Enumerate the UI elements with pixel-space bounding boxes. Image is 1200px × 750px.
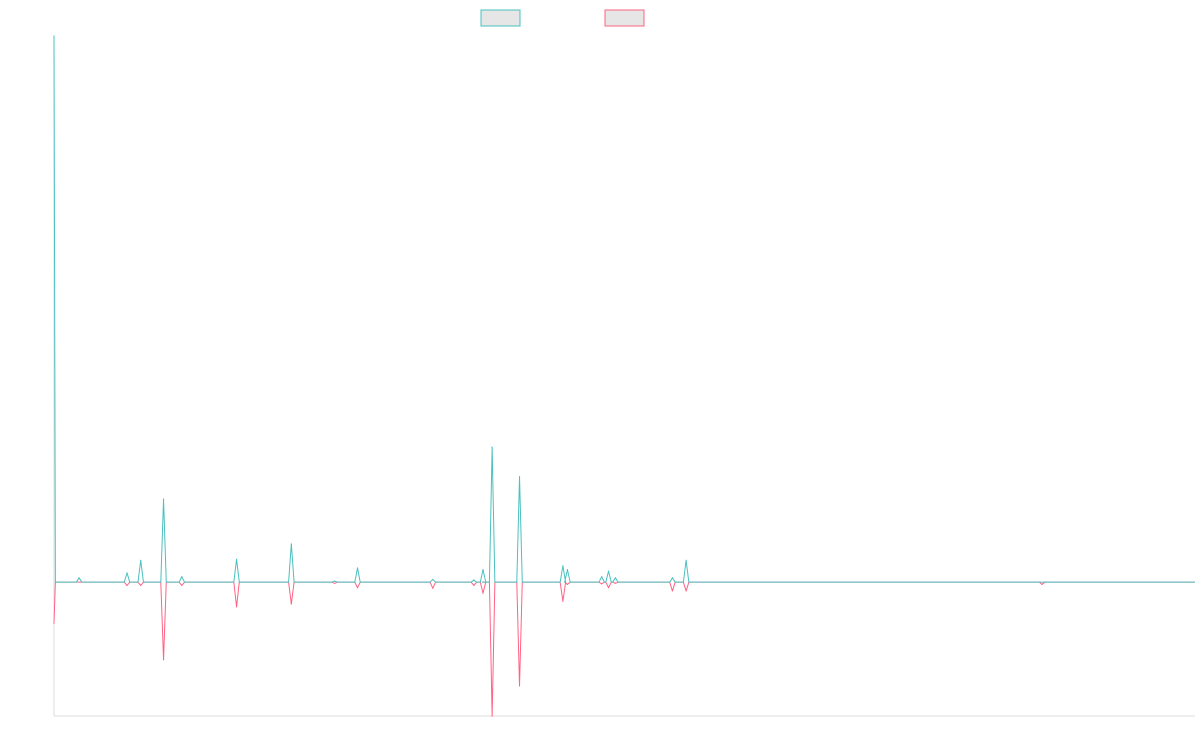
series-1-point bbox=[78, 577, 80, 579]
series-2-point bbox=[607, 587, 610, 589]
series-1-point bbox=[614, 577, 616, 579]
series-1-point bbox=[432, 578, 434, 581]
series-1-point bbox=[473, 579, 475, 581]
plot-area bbox=[53, 35, 1195, 717]
series-2-line bbox=[53, 581, 1195, 717]
series-2-point bbox=[235, 606, 238, 608]
series-1-point bbox=[482, 569, 484, 571]
series-1-point bbox=[607, 570, 610, 572]
axes bbox=[53, 36, 1195, 717]
series-2-point bbox=[473, 584, 475, 587]
series-2-point bbox=[126, 584, 128, 587]
series-1-point bbox=[356, 567, 359, 569]
series-1-point bbox=[140, 559, 142, 561]
series-2-point bbox=[290, 603, 292, 605]
series-2-point bbox=[614, 582, 616, 584]
series-2-point bbox=[53, 622, 55, 624]
series-2-point bbox=[482, 592, 484, 594]
series-1-point bbox=[162, 498, 165, 500]
series-2-point bbox=[334, 582, 336, 584]
series-2-point bbox=[566, 583, 569, 585]
series-2-point bbox=[140, 584, 142, 587]
legend-swatch-series-2[interactable] bbox=[604, 9, 645, 27]
series-1-point bbox=[685, 559, 687, 561]
series-2-point bbox=[491, 715, 493, 717]
series-2-point bbox=[518, 685, 521, 687]
series-1-point bbox=[491, 446, 493, 448]
series-2-point bbox=[671, 590, 674, 592]
legend-swatch-series-1[interactable] bbox=[480, 9, 521, 27]
series-1-point bbox=[235, 558, 238, 560]
series-2-point bbox=[562, 600, 564, 602]
series-1-point bbox=[566, 569, 569, 571]
legend bbox=[480, 9, 645, 27]
series-2-point bbox=[685, 590, 687, 592]
series-2-point bbox=[601, 583, 603, 585]
series-1-point bbox=[290, 543, 292, 545]
series-1-point bbox=[562, 565, 564, 567]
series-1-point bbox=[181, 576, 183, 578]
series-2-point bbox=[1041, 583, 1043, 585]
series-1-point bbox=[518, 476, 521, 478]
series-1-point bbox=[671, 577, 674, 579]
series-2-point bbox=[432, 587, 434, 589]
series-1-point bbox=[601, 576, 603, 578]
series-2-point bbox=[162, 659, 165, 661]
series-1-point bbox=[334, 580, 336, 582]
series-2-point bbox=[181, 584, 183, 587]
series-2-point bbox=[356, 587, 359, 589]
series-1-point bbox=[126, 572, 128, 574]
series-1-point bbox=[53, 35, 55, 37]
series-1-line bbox=[53, 35, 1195, 583]
